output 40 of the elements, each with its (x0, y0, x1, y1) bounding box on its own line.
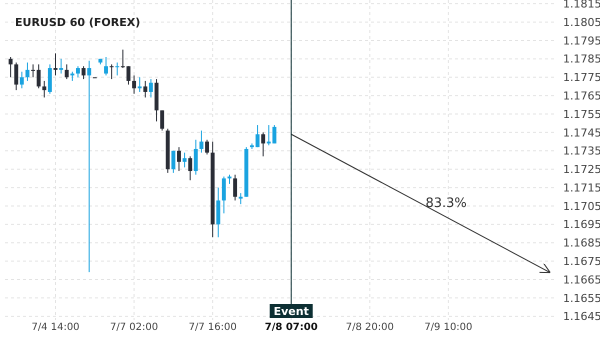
x-tick-label: 7/4 14:00 (31, 322, 80, 333)
candlestick (70, 71, 74, 82)
candlestick (8, 56, 13, 78)
candlestick (59, 58, 64, 74)
x-tick-label: 7/8 20:00 (346, 322, 394, 333)
ref-line-label: Event (274, 305, 309, 318)
text: EURUSD 60 (FOREX) (15, 16, 140, 29)
candlestick (194, 139, 198, 176)
candlestick (228, 174, 232, 184)
candlestick (182, 152, 187, 168)
candlestick (138, 76, 142, 92)
candlestick (76, 66, 80, 78)
candlestick (188, 156, 192, 181)
candlestick (148, 78, 153, 98)
x-tick-label: 7/8 07:00 (264, 322, 318, 333)
x-tick-label: 7/7 16:00 (188, 322, 237, 333)
candlestick (177, 146, 181, 172)
candlestick (82, 66, 86, 80)
candlestick (20, 71, 24, 89)
candlestick (132, 74, 136, 94)
candlestick (48, 64, 52, 94)
candlestick (222, 176, 226, 214)
candlestick (261, 132, 266, 157)
candlestick (233, 174, 238, 201)
candlestick (199, 130, 204, 154)
candlestick (160, 110, 164, 132)
candlestick (54, 52, 58, 76)
candlestick (205, 139, 210, 155)
candlestick (104, 56, 108, 76)
candlestick (110, 64, 114, 80)
candlestick (87, 60, 92, 273)
candlestick (171, 150, 176, 174)
candlestick (42, 80, 46, 98)
candlestick (25, 62, 30, 82)
candlestick (266, 124, 271, 146)
candlestick (143, 80, 148, 98)
x-tick-label: 7/7 02:00 (110, 322, 158, 333)
candlestick (272, 124, 276, 144)
annotation: 83.3% (425, 196, 467, 212)
x-tick-label: 7/9 10:00 (424, 322, 472, 333)
